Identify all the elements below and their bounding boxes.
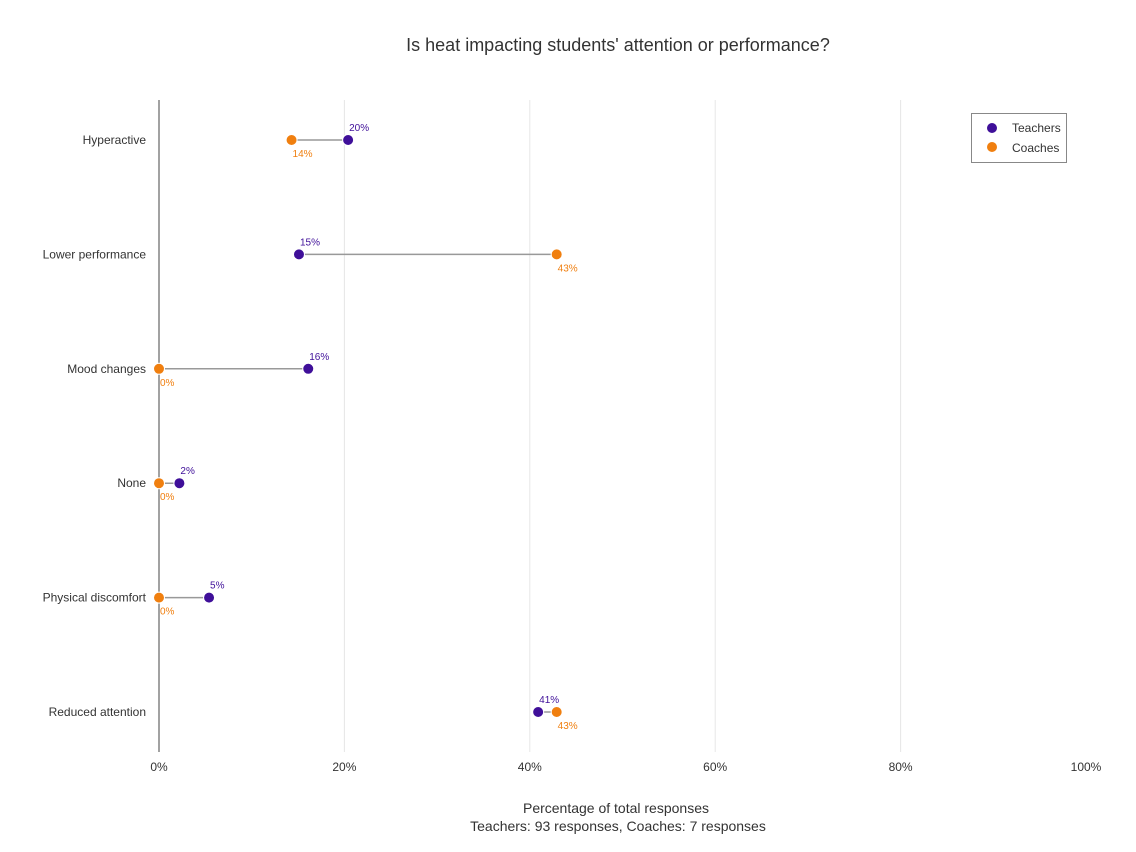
gridlines (343, 100, 902, 752)
teachers-point (173, 477, 186, 490)
coaches-value-label: 0% (160, 378, 175, 389)
legend-coaches-label: Coaches (1012, 141, 1059, 155)
x-axis-ticks: 0% 20% 40% 60% 80% 100% (150, 760, 1101, 774)
category-label: Physical discomfort (43, 591, 147, 605)
teachers-value-label: 16% (309, 352, 329, 363)
coaches-value-label: 43% (558, 721, 578, 732)
category-label: Reduced attention (49, 705, 146, 719)
connectors (159, 139, 557, 713)
teachers-value-label: 15% (300, 237, 320, 248)
coaches-point (550, 706, 563, 718)
teachers-point (532, 706, 545, 718)
legend-teachers-label: Teachers (1012, 121, 1061, 135)
legend-teachers-marker (987, 123, 997, 133)
data-points (153, 134, 563, 718)
chart-title: Is heat impacting students' attention or… (406, 35, 830, 55)
coaches-point (550, 248, 563, 261)
coaches-value-label: 0% (160, 492, 175, 503)
coaches-point (153, 477, 165, 490)
teachers-value-label: 2% (180, 466, 195, 477)
legend-coaches-marker (987, 142, 997, 152)
teachers-value-label: 5% (210, 581, 225, 592)
teachers-value-label: 20% (349, 123, 369, 134)
coaches-value-label: 0% (160, 607, 175, 618)
data-labels: 20% 15% 16% 2% 5% 41% 14% 43% 0% 0% 0% 43% (160, 123, 578, 732)
legend: Teachers Coaches (971, 113, 1067, 163)
x-tick-label: 100% (1071, 760, 1102, 774)
x-axis-sublabel: Teachers: 93 responses, Coaches: 7 respo… (470, 818, 766, 834)
coaches-value-label: 43% (558, 263, 578, 274)
teachers-point (342, 134, 355, 146)
coaches-point (285, 134, 298, 146)
teachers-point (203, 591, 216, 604)
x-tick-label: 20% (332, 760, 356, 774)
teachers-point (302, 362, 315, 375)
legend-box (971, 113, 1067, 163)
category-label: Hyperactive (83, 133, 147, 147)
category-label: Mood changes (67, 362, 146, 376)
coaches-point (153, 591, 165, 604)
x-tick-label: 60% (703, 760, 727, 774)
category-label: None (117, 476, 146, 490)
y-axis-categories: Hyperactive Lower performance Mood changes… (43, 133, 147, 719)
x-tick-label: 40% (518, 760, 542, 774)
x-tick-label: 80% (889, 760, 913, 774)
coaches-point (153, 362, 165, 375)
coaches-value-label: 14% (293, 149, 313, 160)
category-label: Lower performance (43, 247, 147, 261)
teachers-value-label: 41% (539, 695, 559, 706)
teachers-point (292, 248, 305, 261)
x-axis-label: Percentage of total responses (523, 800, 709, 816)
x-tick-label: 0% (150, 760, 168, 774)
